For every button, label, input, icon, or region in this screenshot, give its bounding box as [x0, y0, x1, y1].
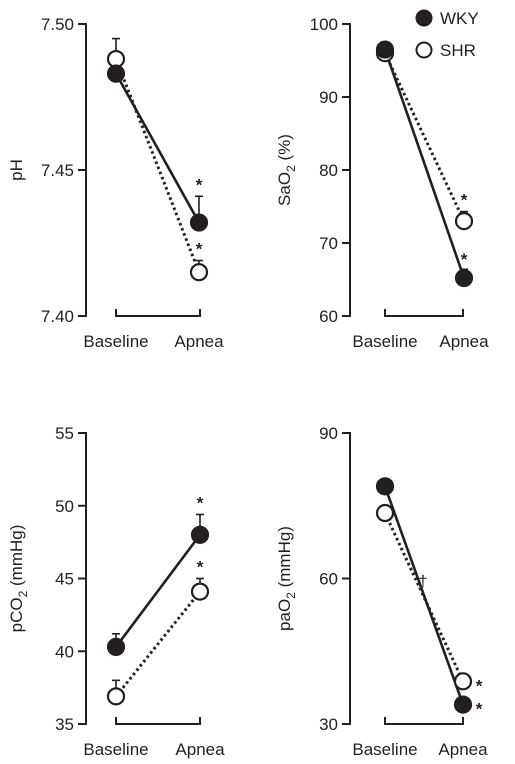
data-point-shr-baseline [106, 687, 126, 706]
y-tick-label: 60 [319, 570, 338, 589]
significance-asterisk: * [476, 700, 483, 719]
chart-panel-4: 30 60 90 Baseline Apnea paO2 (mmHg) * * † [275, 424, 488, 759]
x-tick-label-baseline: Baseline [352, 332, 417, 351]
x-tick-label-baseline: Baseline [83, 740, 148, 759]
x-tick-label-apnea: Apnea [438, 740, 488, 759]
series-line-wky [383, 485, 465, 706]
series-line-wky [383, 49, 466, 279]
y-tick-label: 7.50 [41, 15, 74, 34]
series-line-shr [383, 512, 465, 682]
significance-asterisk: * [196, 175, 203, 194]
chart-panel-2: 60 70 80 90 100 Baseline Apnea SaO2 (%) * * [275, 15, 489, 351]
significance-asterisk: * [197, 558, 204, 577]
y-tick-label: 35 [55, 715, 74, 734]
y-tick-label: 30 [319, 715, 338, 734]
legend-label-shr: SHR [440, 41, 476, 60]
legend-marker-shr [415, 41, 433, 59]
series-line-shr [114, 590, 202, 698]
series-line-shr [383, 52, 466, 222]
y-axis-label: paO2 (mmHg) [275, 526, 298, 631]
data-point-wky-baseline [375, 477, 395, 496]
y-tick-label: 7.45 [41, 161, 74, 180]
x-tick-label-apnea: Apnea [174, 332, 224, 351]
data-point-shr-apnea [453, 672, 473, 691]
y-tick-label: 55 [55, 424, 74, 443]
data-point-shr-apnea [190, 582, 210, 601]
legend-marker-wky [415, 9, 433, 27]
data-point-wky-baseline [106, 637, 126, 656]
legend-label-wky: WKY [440, 9, 479, 28]
x-axis-bracket [115, 717, 201, 725]
x-axis-bracket [384, 717, 464, 725]
data-point-wky-apnea [453, 695, 473, 714]
y-tick-label: 45 [55, 570, 74, 589]
x-tick-label-apnea: Apnea [439, 332, 489, 351]
y-tick-label: 60 [319, 307, 338, 326]
significance-asterisk: * [461, 191, 468, 210]
data-point-wky-apnea [189, 213, 209, 232]
x-axis-bracket [384, 309, 464, 317]
series-line-shr [114, 58, 201, 273]
data-point-wky-baseline [106, 64, 126, 83]
y-tick-label: 90 [319, 88, 338, 107]
y-tick-label: 7.40 [41, 307, 74, 326]
legend: WKY SHR [415, 9, 479, 60]
data-point-shr-apnea [189, 263, 209, 282]
chart-panel-3: 35 40 45 50 55 Baseline Apnea pCO2 (mmHg) * * [7, 424, 225, 759]
y-tick-label: 70 [319, 234, 338, 253]
significance-asterisk: * [196, 240, 203, 259]
significance-dagger: † [419, 574, 428, 591]
chart-panel-1: 7.40 7.45 7.50 Baseline Apnea pH * * [7, 15, 224, 351]
data-point-wky-apnea [454, 268, 474, 288]
y-axis-label: pH [7, 159, 26, 181]
legend-item-shr: SHR [415, 41, 476, 60]
legend-item-wky: WKY [415, 9, 479, 28]
y-axis-label: pCO2 (mmHg) [7, 525, 30, 633]
y-tick-label: 90 [319, 424, 338, 443]
y-tick-label: 80 [319, 161, 338, 180]
data-point-shr-baseline [375, 503, 395, 523]
significance-asterisk: * [197, 493, 204, 512]
y-tick-label: 50 [55, 497, 74, 516]
x-tick-label-baseline: Baseline [83, 332, 148, 351]
y-tick-label: 40 [55, 642, 74, 661]
y-axis-label: SaO2 (%) [275, 134, 298, 206]
x-tick-label-baseline: Baseline [352, 740, 417, 759]
data-point-wky-apnea [190, 525, 210, 544]
data-point-shr-apnea [454, 212, 474, 231]
series-line-wky [114, 534, 202, 648]
significance-asterisk: * [476, 676, 483, 695]
x-tick-label-apnea: Apnea [175, 740, 225, 759]
series-line-wky [114, 73, 201, 224]
x-axis-bracket [115, 309, 201, 317]
y-tick-label: 100 [310, 15, 338, 34]
data-point-wky-baseline [375, 40, 395, 59]
significance-asterisk: * [461, 250, 468, 269]
